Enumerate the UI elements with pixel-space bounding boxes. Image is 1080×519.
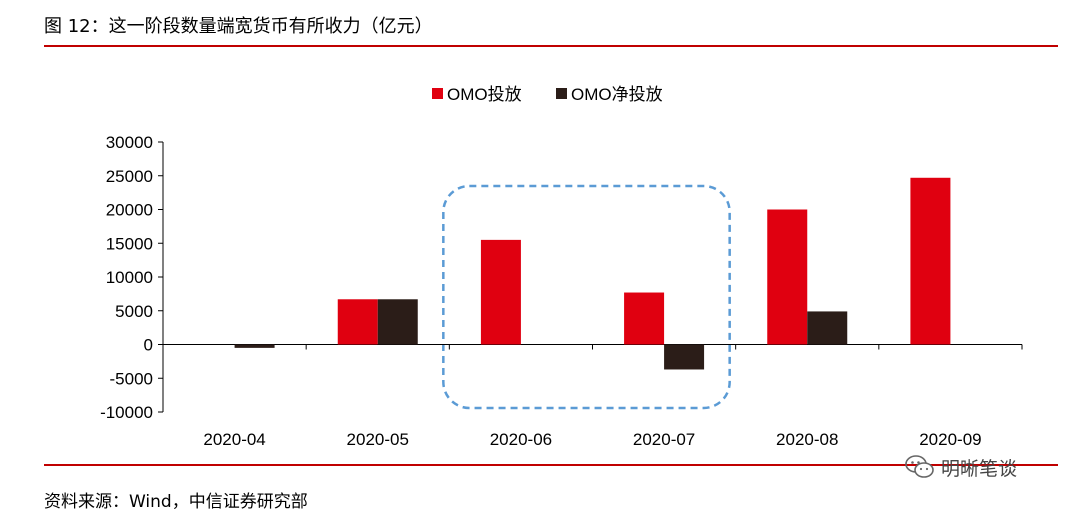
- y-tick-label: 0: [144, 336, 153, 355]
- x-tick-label: 2020-04: [203, 430, 265, 449]
- figure-title: 图 12：这一阶段数量端宽货币有所收力（亿元）: [44, 16, 433, 37]
- x-tick-label: 2020-08: [776, 430, 838, 449]
- legend-label: OMO投放: [447, 85, 522, 104]
- bar-omo-net-injection: [664, 344, 705, 370]
- wechat-icon: [905, 455, 934, 478]
- source-note: 资料来源：Wind，中信证券研究部: [44, 492, 308, 512]
- axis-layer: -10000 -5000 0 5000 10000 15000 20000 25000 3000…: [100, 133, 1023, 449]
- bar-omo-injection: [910, 177, 951, 345]
- x-tick-label: 2020-07: [633, 430, 695, 449]
- brand-label: 明晰笔谈: [941, 457, 1018, 480]
- bar-omo-injection: [767, 209, 808, 345]
- bar-omo-injection: [624, 292, 665, 345]
- highlight-layer: [442, 184, 731, 410]
- legend-label: OMO净投放: [571, 85, 663, 104]
- chart-legend: OMO投放 OMO净投放: [432, 85, 663, 104]
- bar-omo-injection: [337, 299, 378, 345]
- y-tick-label: -10000: [100, 403, 153, 422]
- bar-omo-net-injection: [807, 311, 848, 345]
- y-tick-label: 10000: [106, 268, 153, 287]
- x-tick-label: 2020-06: [490, 430, 552, 449]
- legend-swatch: [432, 88, 443, 99]
- legend-swatch: [556, 88, 567, 99]
- brand-watermark: 明晰笔谈: [905, 452, 1017, 482]
- bottom-rule: [44, 464, 1058, 466]
- bar-omo-injection: [480, 239, 521, 345]
- y-tick-label: 25000: [106, 167, 153, 186]
- y-tick-label: 30000: [106, 133, 153, 152]
- highlight-box: [442, 184, 731, 410]
- top-rule: [44, 45, 1058, 47]
- x-tick-label: 2020-05: [347, 430, 409, 449]
- x-tick-label: 2020-09: [919, 430, 981, 449]
- bar-omo-net-injection: [377, 299, 418, 345]
- bar-layer: [234, 177, 951, 370]
- y-tick-label: 20000: [106, 201, 153, 220]
- y-tick-label: 15000: [106, 234, 153, 253]
- y-tick-label: -5000: [110, 369, 153, 388]
- y-tick-label: 5000: [115, 302, 153, 321]
- bar-omo-net-injection: [234, 344, 275, 348]
